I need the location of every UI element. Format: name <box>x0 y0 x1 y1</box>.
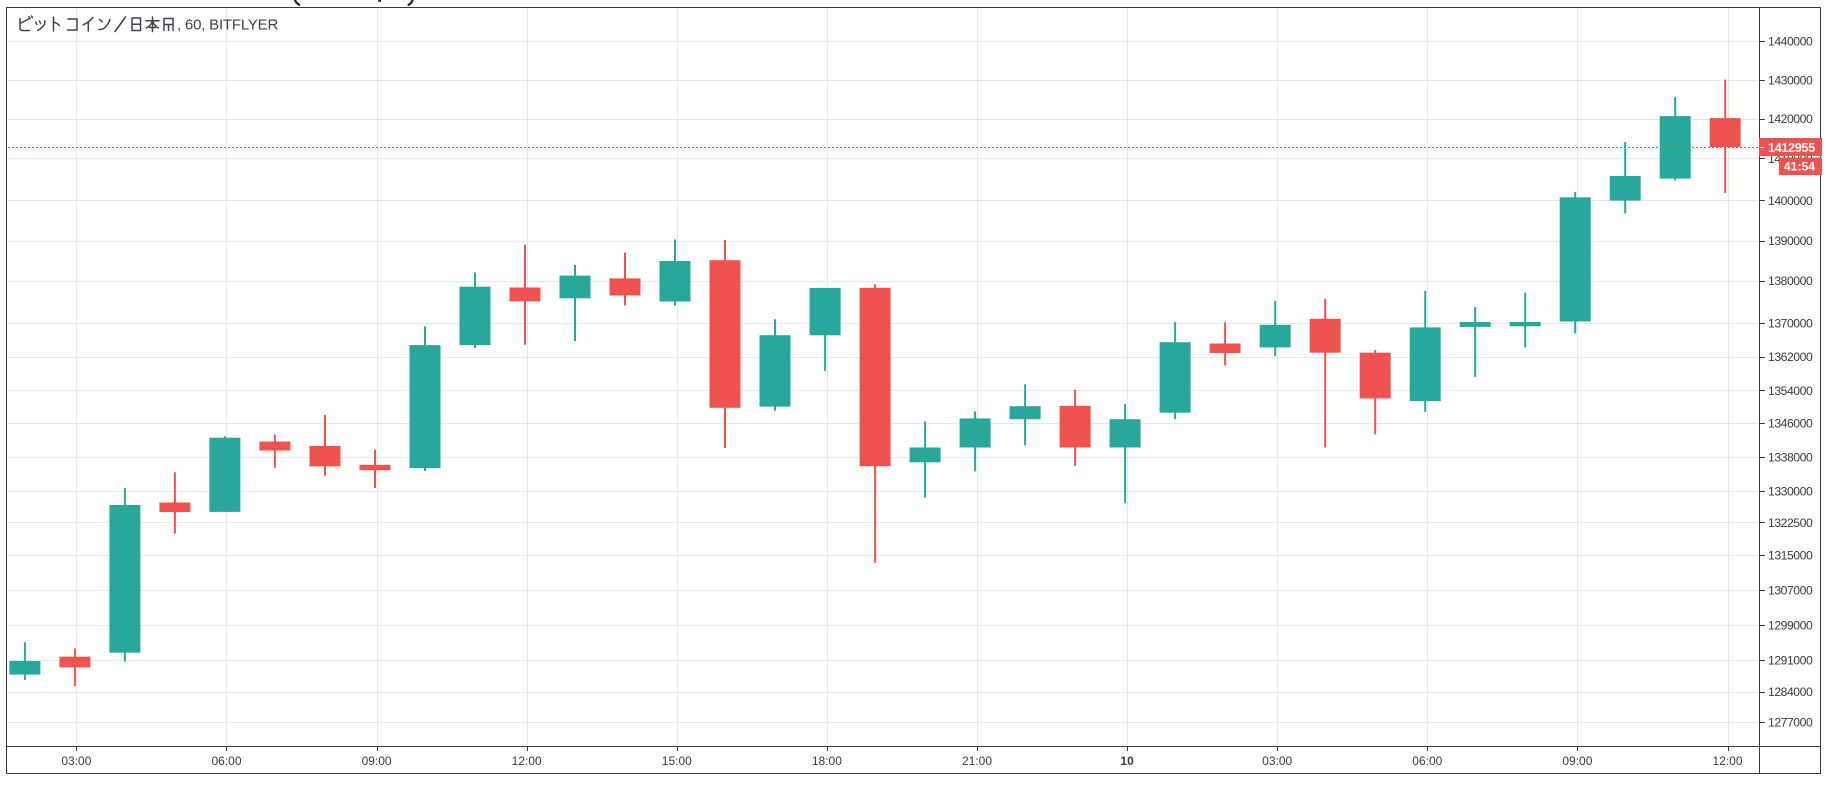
svg-text:1307000: 1307000 <box>1768 584 1813 598</box>
svg-text:1370000: 1370000 <box>1768 316 1813 330</box>
svg-text:06:00: 06:00 <box>1412 754 1442 768</box>
svg-text:06:00: 06:00 <box>211 754 241 768</box>
svg-text:1338000: 1338000 <box>1768 450 1813 464</box>
svg-text:1277000: 1277000 <box>1768 716 1813 730</box>
svg-text:1430000: 1430000 <box>1768 73 1813 87</box>
svg-text:1284000: 1284000 <box>1768 685 1813 699</box>
svg-text:15:00: 15:00 <box>662 754 692 768</box>
svg-text:1412955: 1412955 <box>1768 141 1815 155</box>
svg-text:1400000: 1400000 <box>1768 194 1813 208</box>
svg-text:03:00: 03:00 <box>61 754 91 768</box>
svg-text:1291000: 1291000 <box>1768 654 1813 668</box>
svg-text:12:00: 12:00 <box>512 754 542 768</box>
svg-text:, 60, BITFLYER: , 60, BITFLYER <box>177 17 278 34</box>
svg-text:1420000: 1420000 <box>1768 112 1813 126</box>
svg-text:10: 10 <box>1120 754 1134 768</box>
svg-text:21:00: 21:00 <box>962 754 992 768</box>
svg-text:1380000: 1380000 <box>1768 274 1813 288</box>
svg-text:09:00: 09:00 <box>362 754 392 768</box>
svg-text:1322500: 1322500 <box>1768 516 1813 530</box>
svg-text:1346000: 1346000 <box>1768 417 1813 431</box>
svg-text:1362000: 1362000 <box>1768 350 1813 364</box>
svg-text:1390000: 1390000 <box>1768 234 1813 248</box>
svg-text:03:00: 03:00 <box>1262 754 1292 768</box>
svg-text:1330000: 1330000 <box>1768 484 1813 498</box>
svg-text:41:54: 41:54 <box>1784 160 1815 174</box>
svg-text:1354000: 1354000 <box>1768 384 1813 398</box>
svg-text:09:00: 09:00 <box>1562 754 1592 768</box>
svg-text:1299000: 1299000 <box>1768 619 1813 633</box>
svg-text:1315000: 1315000 <box>1768 549 1813 563</box>
svg-text:1440000: 1440000 <box>1768 35 1813 49</box>
svg-text:12:00: 12:00 <box>1712 754 1742 768</box>
svg-text:18:00: 18:00 <box>812 754 842 768</box>
